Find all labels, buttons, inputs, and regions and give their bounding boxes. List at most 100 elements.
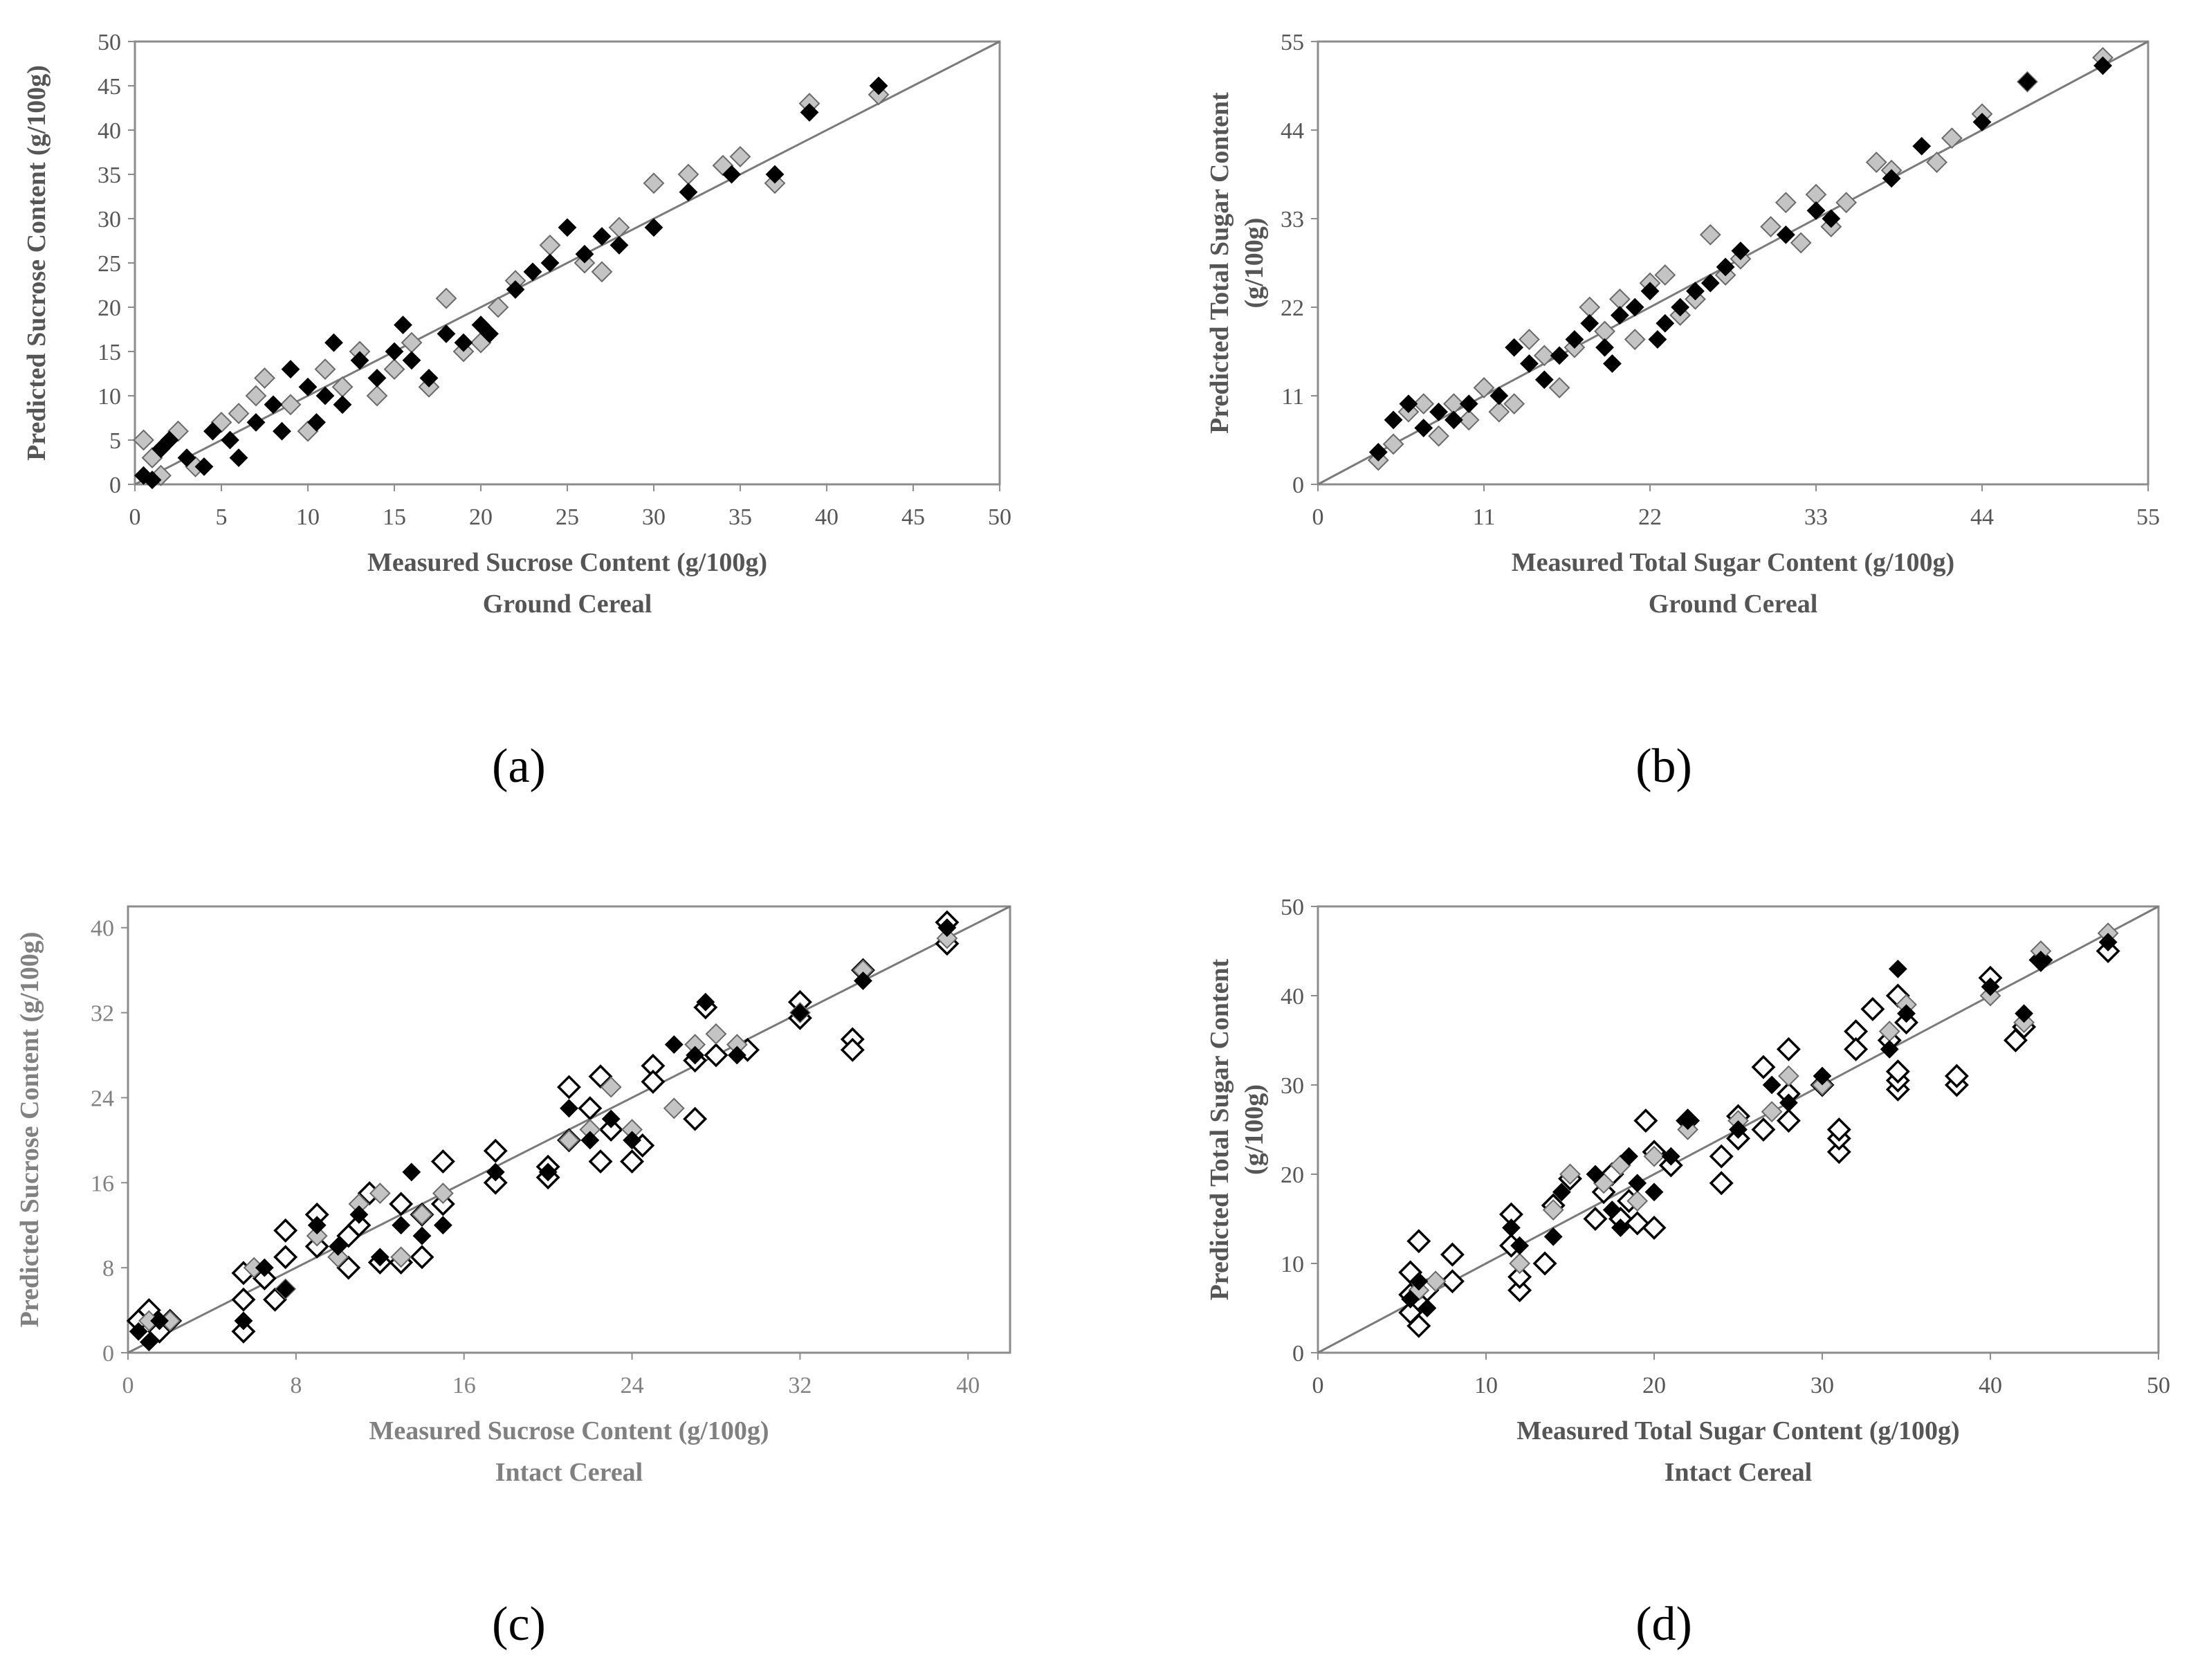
data-point-calibration-c (402, 1162, 421, 1182)
data-point-open-d (1507, 1264, 1532, 1289)
data-point-calibration-a (869, 76, 888, 95)
data-point-calibration-b (2018, 72, 2037, 91)
data-point-calibration-a (385, 342, 404, 361)
y-axis-subtitle-d: (g/100g) (1240, 1084, 1269, 1175)
y-tick-label-c: 24 (91, 1086, 114, 1111)
data-point-calibration-a (644, 218, 663, 237)
x-tick-label-a: 40 (815, 504, 838, 530)
data-point-calibration-b (1489, 386, 1509, 405)
y-tick-label-c: 40 (91, 916, 114, 942)
data-point-validation-d (1559, 1163, 1581, 1185)
data-point-validation-c (369, 1183, 391, 1205)
panel-a-chart: 0 5 10 15 20 25 30 35 40 45 50 0 5 10 15 20 25 30 35 40 45 50… (22, 30, 1011, 619)
data-point-calibration-b (1700, 273, 1720, 293)
data-point-calibration-c (370, 1248, 389, 1267)
data-point-calibration-d (1644, 1183, 1664, 1202)
data-point-open-c (620, 1149, 645, 1174)
data-point-calibration-a (609, 235, 629, 255)
x-tick-label-b: 55 (2136, 504, 2160, 530)
y-tick-label-a: 30 (98, 207, 121, 232)
data-point-validation-d (1643, 1145, 1665, 1167)
data-point-calibration-d (1620, 1147, 1638, 1166)
data-point-calibration-b (1580, 313, 1599, 333)
data-point-validation-a (279, 394, 302, 416)
data-point-calibration-a (480, 324, 499, 343)
data-point-validation-c (432, 1183, 454, 1205)
data-point-validation-a (366, 385, 388, 407)
data-point-calibration-c (129, 1322, 148, 1341)
y-tick-label-c: 8 (102, 1256, 114, 1281)
data-point-validation-b (1533, 345, 1555, 367)
x-tick-label-d: 40 (1979, 1373, 2002, 1398)
x-tick-label-c: 16 (452, 1373, 476, 1398)
data-point-validation-b (1548, 376, 1570, 399)
data-point-calibration-a (315, 386, 335, 405)
data-point-calibration-d (1779, 1093, 1798, 1113)
panel-label-d: (d) (1635, 1598, 1692, 1651)
data-point-validation-a (608, 217, 630, 239)
data-point-calibration-d (1678, 1111, 1698, 1131)
data-point-calibration-d (1762, 1075, 1781, 1095)
data-point-calibration-c (329, 1237, 347, 1256)
x-tick-label-a: 20 (469, 504, 493, 530)
plot-frame-d (1317, 905, 2160, 1354)
data-point-calibration-a (722, 165, 741, 184)
x-tick-label-c: 40 (956, 1373, 980, 1398)
x-tick-label-d: 0 (1312, 1373, 1324, 1398)
data-point-calibration-d (1813, 1066, 1832, 1086)
panel-d-chart: 0 10 20 30 40 50 0 10 20 30 40 50 Measured Total Sug… (1205, 895, 2170, 1487)
y-tick-label-b: 55 (1281, 30, 1304, 55)
data-point-calibration-b (1912, 136, 1932, 156)
panel-label-b: (b) (1635, 740, 1692, 793)
data-point-validation-a (228, 403, 250, 425)
data-point-validation-a (245, 385, 267, 407)
data-point-open-d (1826, 1140, 1851, 1165)
y-tick-label-a: 40 (98, 118, 121, 144)
data-point-calibration-b (1595, 338, 1614, 357)
data-point-calibration-a (558, 218, 577, 237)
plot-frame-b (1317, 40, 2149, 486)
x-tick-label-d: 30 (1810, 1373, 1834, 1398)
data-point-validation-b (1594, 320, 1615, 343)
data-point-calibration-c (686, 1046, 705, 1065)
data-point-validation-a (331, 376, 354, 398)
x-tick-label-b: 22 (1638, 504, 1662, 530)
data-point-calibration-c (150, 1311, 169, 1331)
data-point-open-d (1776, 1037, 1801, 1061)
plot-frame-c (127, 905, 1011, 1354)
y-tick-label-a: 50 (98, 30, 121, 55)
data-point-validation-c (663, 1097, 685, 1120)
data-point-open-c (430, 1149, 455, 1174)
data-point-calibration-a (307, 412, 326, 432)
y-tick-label-a: 45 (98, 74, 121, 100)
data-point-calibration-a (246, 412, 266, 432)
data-point-open-d (1406, 1313, 1431, 1338)
data-point-calibration-a (324, 333, 343, 352)
identity-line-b (1317, 40, 2149, 486)
data-point-calibration-c (307, 1216, 327, 1235)
data-point-open-c (483, 1170, 508, 1195)
data-point-validation-d (1509, 1252, 1531, 1275)
data-point-calibration-c (392, 1216, 411, 1235)
y-tick-label-a: 5 (109, 428, 121, 454)
y-tick-label-b: 33 (1281, 207, 1304, 232)
data-point-calibration-d (1543, 1227, 1563, 1246)
data-point-open-c (588, 1149, 613, 1174)
data-point-open-c (578, 1096, 603, 1121)
data-point-calibration-a (800, 102, 819, 122)
data-point-validation-c (411, 1203, 433, 1225)
data-point-validation-a (729, 145, 751, 167)
data-point-validation-b (1473, 376, 1495, 399)
data-point-calibration-c (433, 1216, 452, 1235)
data-point-validation-a (254, 367, 275, 389)
x-tick-label-d: 20 (1642, 1373, 1666, 1398)
data-point-calibration-c (696, 992, 715, 1012)
data-point-calibration-d (1510, 1236, 1530, 1255)
data-point-calibration-b (1399, 394, 1418, 414)
data-point-validation-c (558, 1129, 580, 1151)
x-axis-title-a: Measured Sucrose Content (g/100g) (367, 548, 767, 577)
data-point-calibration-d (1602, 1200, 1622, 1220)
data-point-open-d (1440, 1242, 1465, 1267)
data-point-calibration-a (437, 324, 456, 343)
